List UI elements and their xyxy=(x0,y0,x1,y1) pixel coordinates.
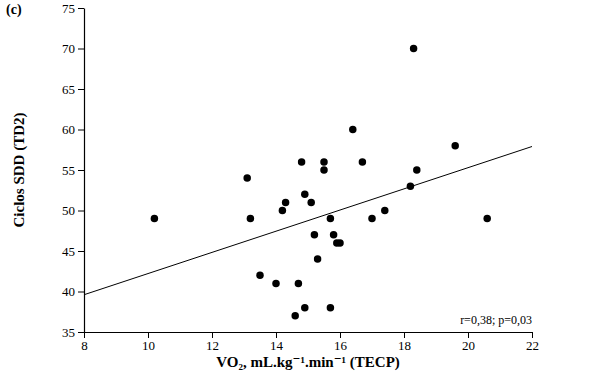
point xyxy=(256,272,263,279)
panel-label: (c) xyxy=(6,2,22,18)
point xyxy=(279,207,286,214)
point xyxy=(243,174,250,181)
tick-label: 50 xyxy=(62,203,75,218)
point xyxy=(368,215,375,222)
tick-mark xyxy=(532,332,533,338)
point xyxy=(359,158,366,165)
point xyxy=(327,215,334,222)
tick-mark xyxy=(84,332,85,338)
y-axis: 35 40 45 50 55 60 65 70 75 xyxy=(62,1,85,340)
point xyxy=(295,280,302,287)
tick: 50 xyxy=(62,203,84,218)
tick-label: 75 xyxy=(62,1,75,16)
tick-mark xyxy=(404,332,405,338)
point xyxy=(301,304,308,311)
tick-mark xyxy=(148,332,149,338)
tick-mark xyxy=(78,89,84,90)
tick-label: 65 xyxy=(62,82,75,97)
point xyxy=(320,166,327,173)
plot-area xyxy=(84,45,532,320)
tick-mark xyxy=(468,332,469,338)
tick-mark xyxy=(78,8,84,9)
tick-label: 55 xyxy=(62,163,75,178)
tick-mark xyxy=(340,332,341,338)
y-axis-title: Ciclos SDD (TD2) xyxy=(11,112,28,227)
axis-line xyxy=(85,332,533,333)
tick-label: 22 xyxy=(526,338,539,353)
tick-label: 20 xyxy=(462,338,475,353)
point xyxy=(151,215,158,222)
tick-mark xyxy=(78,292,84,293)
x-axis-title: VO₂, mL.kg⁻¹.min⁻¹ (TECP) xyxy=(216,354,400,371)
annotation: r=0,38; p=0,03 xyxy=(460,313,532,327)
point xyxy=(272,280,279,287)
tick-mark xyxy=(78,170,84,171)
tick-mark xyxy=(78,130,84,131)
point xyxy=(451,142,458,149)
point xyxy=(301,191,308,198)
chart: 8 10 12 14 16 18 20 22 35 40 45 50 55 60 65 70 75 (c) VO₂,… xyxy=(0,0,594,379)
point xyxy=(314,255,321,262)
point xyxy=(327,304,334,311)
tick: 18 xyxy=(398,332,411,353)
tick: 40 xyxy=(62,284,84,299)
tick-mark xyxy=(212,332,213,338)
tick-label: 35 xyxy=(62,325,75,340)
tick: 60 xyxy=(62,122,84,137)
axis-line xyxy=(84,9,85,333)
point xyxy=(349,126,356,133)
point xyxy=(407,182,414,189)
tick: 65 xyxy=(62,82,84,97)
tick-mark xyxy=(276,332,277,338)
tick: 20 xyxy=(462,332,475,353)
point xyxy=(410,45,417,52)
point xyxy=(336,239,343,246)
trend-line xyxy=(84,147,532,295)
tick-mark xyxy=(78,251,84,252)
tick-label: 18 xyxy=(398,338,411,353)
point xyxy=(298,158,305,165)
tick: 16 xyxy=(334,332,348,353)
tick: 70 xyxy=(62,41,84,56)
point xyxy=(291,312,298,319)
tick-label: 70 xyxy=(62,41,75,56)
point xyxy=(330,231,337,238)
tick: 45 xyxy=(62,244,84,259)
tick: 10 xyxy=(142,332,155,353)
point xyxy=(320,158,327,165)
point xyxy=(247,215,254,222)
tick-label: 16 xyxy=(334,338,348,353)
point xyxy=(381,207,388,214)
point xyxy=(307,199,314,206)
tick-label: 8 xyxy=(81,338,88,353)
tick-label: 12 xyxy=(206,338,219,353)
point xyxy=(413,166,420,173)
tick-mark xyxy=(78,211,84,212)
tick: 55 xyxy=(62,163,84,178)
point xyxy=(483,215,490,222)
tick: 35 xyxy=(62,325,84,340)
point xyxy=(282,199,289,206)
tick-label: 40 xyxy=(62,284,75,299)
tick-label: 60 xyxy=(62,122,75,137)
x-axis: 8 10 12 14 16 18 20 22 xyxy=(81,332,539,353)
tick-label: 14 xyxy=(270,338,284,353)
tick-label: 45 xyxy=(62,244,75,259)
tick: 8 xyxy=(81,332,88,353)
tick: 14 xyxy=(270,332,284,353)
point xyxy=(311,231,318,238)
tick-label: 10 xyxy=(142,338,155,353)
tick: 22 xyxy=(526,332,539,353)
tick: 12 xyxy=(206,332,219,353)
tick: 75 xyxy=(62,1,84,16)
tick-mark xyxy=(78,332,84,333)
tick-mark xyxy=(78,49,84,50)
